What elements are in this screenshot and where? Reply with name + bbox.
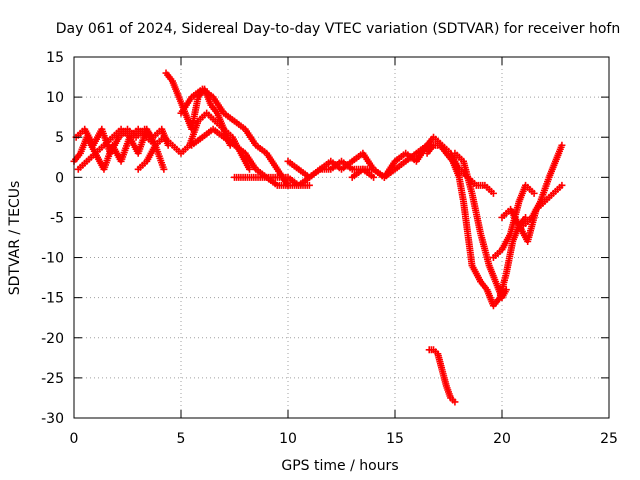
y-tick-label: 0 (55, 170, 64, 186)
plot-frame (73, 56, 610, 419)
series-arc-11 (423, 141, 485, 286)
x-tick-label: 15 (386, 431, 404, 447)
series-arc-6 (177, 85, 292, 189)
data-point-marker (370, 173, 378, 181)
axis-ticks (73, 56, 610, 419)
data-point-marker (558, 141, 566, 149)
y-tick-label: 10 (46, 90, 64, 106)
y-tick-labels: -30 -25 -20 -15 -10 -5 0 5 10 15 (41, 50, 64, 427)
y-tick-label: -20 (41, 331, 64, 347)
grid-lines (74, 57, 609, 418)
y-tick-label: 5 (55, 130, 64, 146)
y-tick-label: -10 (41, 251, 64, 267)
x-tick-label: 5 (177, 431, 186, 447)
data-point-marker (451, 398, 459, 406)
x-tick-label: 0 (70, 431, 79, 447)
x-tick-labels: 0 5 10 15 20 25 (70, 431, 618, 447)
y-tick-label: 15 (46, 50, 64, 66)
data-point-marker (160, 165, 168, 173)
y-tick-label: -25 (41, 371, 64, 387)
y-tick-label: -15 (41, 291, 64, 307)
series-arc-17 (425, 346, 459, 406)
data-point-marker (530, 189, 538, 197)
data-point-marker (522, 213, 530, 221)
y-axis-label: SDTVAR / TECUs (7, 181, 23, 296)
y-tick-label: -5 (50, 210, 64, 226)
series-arc-16 (519, 141, 566, 229)
data-point-marker (305, 181, 313, 189)
data-point-marker (558, 181, 566, 189)
y-tick-label: -30 (41, 411, 64, 427)
chart-title: Day 061 of 2024, Sidereal Day-to-day VTE… (56, 21, 620, 37)
x-axis-label: GPS time / hours (281, 458, 398, 474)
data-point-marker (245, 165, 253, 173)
data-point-marker (489, 189, 497, 197)
x-tick-label: 25 (600, 431, 618, 447)
x-tick-label: 10 (279, 431, 297, 447)
series-arc-5 (134, 109, 253, 173)
x-tick-label: 20 (493, 431, 511, 447)
series-arc-7 (188, 125, 313, 189)
data-points (70, 69, 566, 406)
